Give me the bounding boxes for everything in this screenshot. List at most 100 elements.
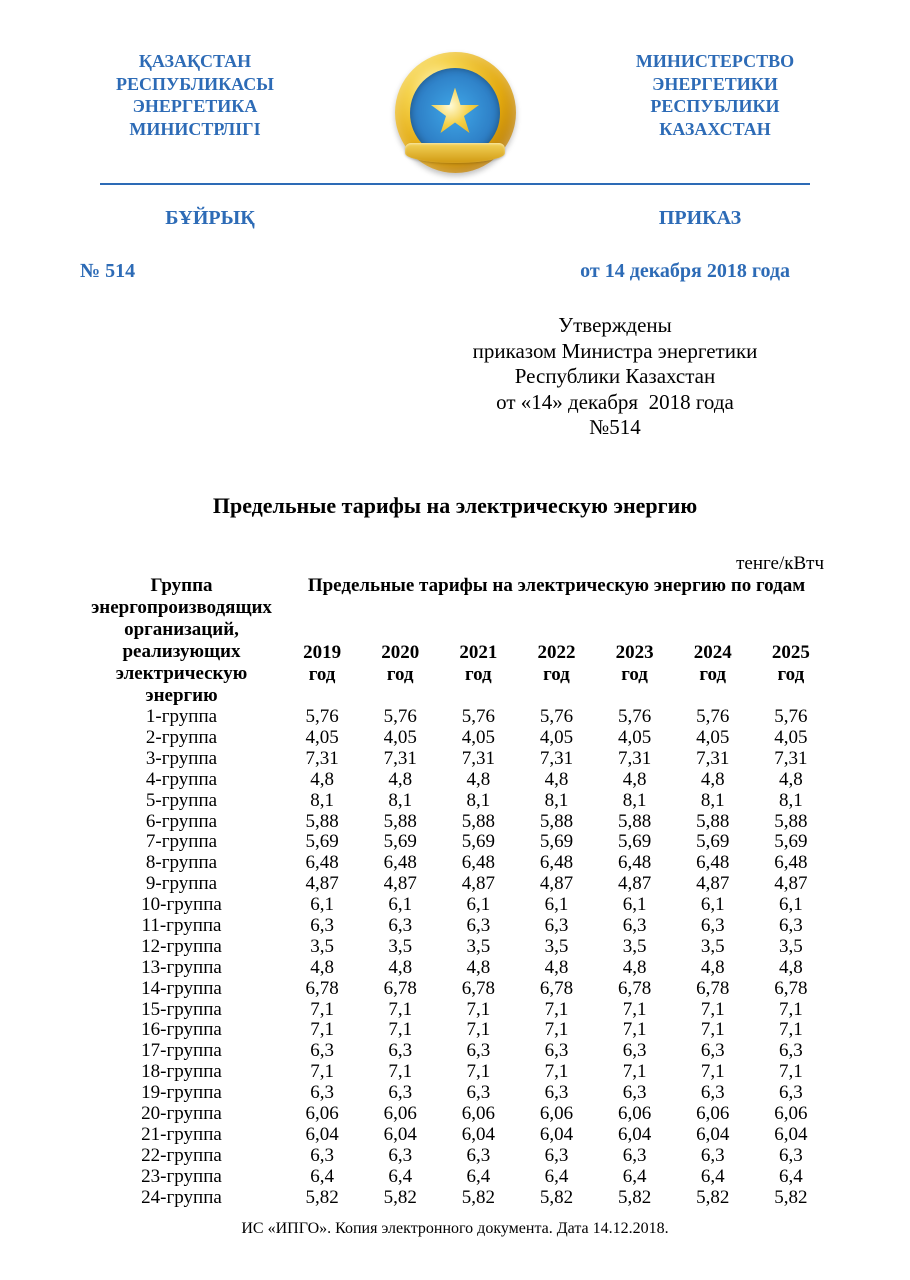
group-label-cell: 6-группа: [80, 812, 283, 833]
tariff-cell: 6,48: [517, 853, 595, 874]
table-row: 19-группа6,36,36,36,36,36,36,3: [80, 1083, 830, 1104]
tariff-cell: 5,88: [752, 812, 830, 833]
tariff-cell: 6,48: [596, 853, 674, 874]
tariff-cell: 3,5: [283, 937, 361, 958]
group-label-cell: 24-группа: [80, 1188, 283, 1209]
order-date: от 14 декабря 2018 года: [580, 260, 790, 283]
tariff-cell: 5,69: [674, 832, 752, 853]
col-header-year: 2023год: [596, 602, 674, 707]
table-row: 8-группа6,486,486,486,486,486,486,48: [80, 853, 830, 874]
approval-line: №514: [400, 415, 830, 441]
tariff-cell: 6,3: [674, 1146, 752, 1167]
tariffs-table-body: 1-группа5,765,765,765,765,765,765,762-гр…: [80, 707, 830, 1208]
table-row: 6-группа5,885,885,885,885,885,885,88: [80, 812, 830, 833]
tariff-cell: 7,1: [361, 1062, 439, 1083]
tariff-cell: 7,1: [752, 1062, 830, 1083]
table-row: 13-группа4,84,84,84,84,84,84,8: [80, 958, 830, 979]
tariff-cell: 4,87: [596, 874, 674, 895]
tariff-cell: 6,04: [596, 1125, 674, 1146]
tariff-cell: 6,78: [517, 979, 595, 1000]
approval-line: Республики Казахстан: [400, 364, 830, 390]
tariff-cell: 7,31: [517, 749, 595, 770]
tariff-cell: 5,82: [283, 1188, 361, 1209]
tariff-cell: 8,1: [752, 791, 830, 812]
tariff-cell: 4,87: [674, 874, 752, 895]
document-page: ҚАЗАҚСТАНРЕСПУБЛИКАСЫЭНЕРГЕТИКАМИНИСТРЛІ…: [0, 0, 910, 1280]
group-label-cell: 15-группа: [80, 1000, 283, 1021]
tariff-cell: 6,4: [361, 1167, 439, 1188]
tariff-cell: 6,3: [361, 1146, 439, 1167]
group-label-cell: 19-группа: [80, 1083, 283, 1104]
tariff-cell: 4,87: [283, 874, 361, 895]
tariff-cell: 5,69: [283, 832, 361, 853]
tariff-cell: 5,69: [596, 832, 674, 853]
tariff-cell: 5,76: [674, 707, 752, 728]
tariff-cell: 6,3: [283, 1083, 361, 1104]
tariff-cell: 7,31: [361, 749, 439, 770]
tariff-cell: 5,88: [361, 812, 439, 833]
tariff-cell: 6,3: [361, 1041, 439, 1062]
ministry-name-ru: МИНИСТЕРСТВОЭНЕРГЕТИКИРЕСПУБЛИКИКАЗАХСТА…: [600, 50, 830, 140]
group-label-cell: 4-группа: [80, 770, 283, 791]
group-label-cell: 7-группа: [80, 832, 283, 853]
tariff-cell: 7,1: [517, 1000, 595, 1021]
emblem-icon: [393, 50, 518, 175]
table-row: 1-группа5,765,765,765,765,765,765,76: [80, 707, 830, 728]
tariff-cell: 6,04: [283, 1125, 361, 1146]
table-row: 23-группа6,46,46,46,46,46,46,4: [80, 1167, 830, 1188]
tariff-cell: 6,06: [596, 1104, 674, 1125]
tariff-cell: 8,1: [361, 791, 439, 812]
table-row: 7-группа5,695,695,695,695,695,695,69: [80, 832, 830, 853]
tariff-cell: 7,1: [517, 1062, 595, 1083]
tariff-cell: 6,3: [283, 1041, 361, 1062]
table-row: 4-группа4,84,84,84,84,84,84,8: [80, 770, 830, 791]
tariff-cell: 7,1: [674, 1020, 752, 1041]
tariff-cell: 6,1: [674, 895, 752, 916]
tariff-cell: 4,8: [596, 958, 674, 979]
tariff-cell: 8,1: [439, 791, 517, 812]
approval-line: приказом Министра энергетики: [400, 339, 830, 365]
tariff-cell: 4,05: [283, 728, 361, 749]
tariff-cell: 6,3: [752, 916, 830, 937]
tariff-cell: 5,76: [596, 707, 674, 728]
tariff-cell: 6,3: [752, 1146, 830, 1167]
table-row: 18-группа7,17,17,17,17,17,17,1: [80, 1062, 830, 1083]
tariff-cell: 7,31: [674, 749, 752, 770]
table-row: 14-группа6,786,786,786,786,786,786,78: [80, 979, 830, 1000]
group-label-cell: 18-группа: [80, 1062, 283, 1083]
tariff-cell: 6,04: [517, 1125, 595, 1146]
tariffs-table: Группа энергопроизводящих организаций, р…: [80, 575, 830, 1208]
approval-line: от «14» декабря 2018 года: [400, 390, 830, 416]
tariff-cell: 5,82: [596, 1188, 674, 1209]
tariff-cell: 5,88: [674, 812, 752, 833]
tariff-cell: 6,48: [752, 853, 830, 874]
tariff-cell: 7,1: [752, 1000, 830, 1021]
tariff-cell: 7,1: [674, 1000, 752, 1021]
group-label-cell: 1-группа: [80, 707, 283, 728]
tariff-cell: 6,3: [439, 1146, 517, 1167]
tariff-cell: 5,76: [517, 707, 595, 728]
tariff-cell: 3,5: [596, 937, 674, 958]
tariff-cell: 6,3: [596, 1083, 674, 1104]
footer-note: ИС «ИПГО». Копия электронного документа.…: [0, 1220, 910, 1238]
table-row: 20-группа6,066,066,066,066,066,066,06: [80, 1104, 830, 1125]
tariffs-table-head: Группа энергопроизводящих организаций, р…: [80, 575, 830, 707]
tariff-cell: 6,04: [752, 1125, 830, 1146]
tariff-cell: 4,8: [283, 770, 361, 791]
tariff-cell: 7,1: [596, 1020, 674, 1041]
table-row: 24-группа5,825,825,825,825,825,825,82: [80, 1188, 830, 1209]
group-label-cell: 8-группа: [80, 853, 283, 874]
group-label-cell: 9-группа: [80, 874, 283, 895]
tariff-cell: 7,1: [596, 1062, 674, 1083]
group-label-cell: 2-группа: [80, 728, 283, 749]
ministry-name-kk: ҚАЗАҚСТАНРЕСПУБЛИКАСЫЭНЕРГЕТИКАМИНИСТРЛІ…: [80, 50, 310, 140]
tariff-cell: 4,8: [752, 958, 830, 979]
tariff-cell: 6,3: [752, 1083, 830, 1104]
state-emblem: [375, 50, 535, 175]
tariff-cell: 6,3: [752, 1041, 830, 1062]
table-row: 15-группа7,17,17,17,17,17,17,1: [80, 1000, 830, 1021]
table-row: 22-группа6,36,36,36,36,36,36,3: [80, 1146, 830, 1167]
tariff-cell: 5,69: [517, 832, 595, 853]
tariff-cell: 3,5: [361, 937, 439, 958]
tariff-cell: 5,82: [752, 1188, 830, 1209]
